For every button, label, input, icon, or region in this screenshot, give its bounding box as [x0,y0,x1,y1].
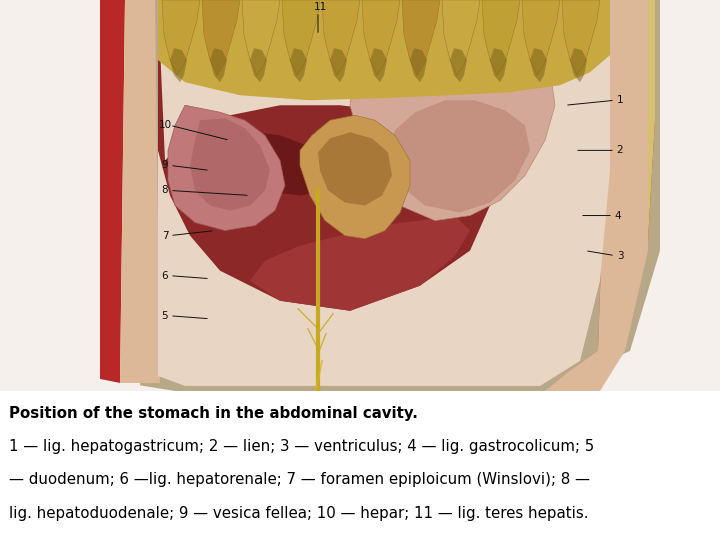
Polygon shape [350,22,555,220]
Polygon shape [170,48,187,82]
Polygon shape [290,48,307,82]
Polygon shape [570,48,587,82]
Polygon shape [168,105,285,231]
Text: 3: 3 [617,251,624,261]
Polygon shape [250,48,267,82]
Polygon shape [370,48,387,82]
Text: Position of the stomach in the abdominal cavity.: Position of the stomach in the abdominal… [9,406,418,421]
Polygon shape [580,0,655,371]
Polygon shape [318,132,392,206]
Polygon shape [385,100,530,213]
Polygon shape [158,0,490,310]
Text: 11: 11 [313,2,327,12]
Polygon shape [100,0,660,391]
Polygon shape [120,0,160,383]
Polygon shape [162,0,200,75]
Polygon shape [522,0,560,75]
Polygon shape [402,0,440,75]
Polygon shape [210,48,227,82]
Text: 1 — lig. hepatogastricum; 2 — lien; 3 — ventriculus; 4 — lig. gastrocolicum; 5: 1 — lig. hepatogastricum; 2 — lien; 3 — … [9,438,595,454]
Text: 10: 10 [158,120,171,130]
Polygon shape [530,48,547,82]
Polygon shape [100,0,140,388]
Text: 8: 8 [162,185,168,195]
Polygon shape [100,0,125,383]
Polygon shape [490,48,507,82]
Polygon shape [540,351,660,391]
Polygon shape [200,130,340,195]
Text: 9: 9 [162,160,168,171]
Polygon shape [545,0,648,391]
Polygon shape [562,0,600,75]
Text: 2: 2 [617,145,624,156]
Text: 4: 4 [615,211,621,220]
Polygon shape [482,0,520,75]
Text: 7: 7 [162,231,168,241]
Polygon shape [442,0,480,75]
Polygon shape [250,215,470,310]
Polygon shape [242,0,280,75]
Text: 6: 6 [162,271,168,281]
Polygon shape [190,118,270,211]
Text: lig. hepatoduodenale; 9 — vesica fellea; 10 — hepar; 11 — lig. teres hepatis.: lig. hepatoduodenale; 9 — vesica fellea;… [9,506,589,521]
Polygon shape [598,0,655,351]
Polygon shape [450,48,467,82]
Polygon shape [322,0,360,75]
Polygon shape [158,0,610,386]
Polygon shape [300,115,410,239]
Polygon shape [410,48,427,82]
Polygon shape [202,0,240,75]
Polygon shape [158,0,610,100]
Polygon shape [362,0,400,75]
Text: 1: 1 [617,95,624,105]
Polygon shape [330,48,347,82]
Text: — duodenum; 6 —lig. hepatorenale; 7 — foramen epiploicum (Winslovi); 8 —: — duodenum; 6 —lig. hepatorenale; 7 — fo… [9,472,590,487]
Text: 5: 5 [162,311,168,321]
Polygon shape [282,0,320,75]
